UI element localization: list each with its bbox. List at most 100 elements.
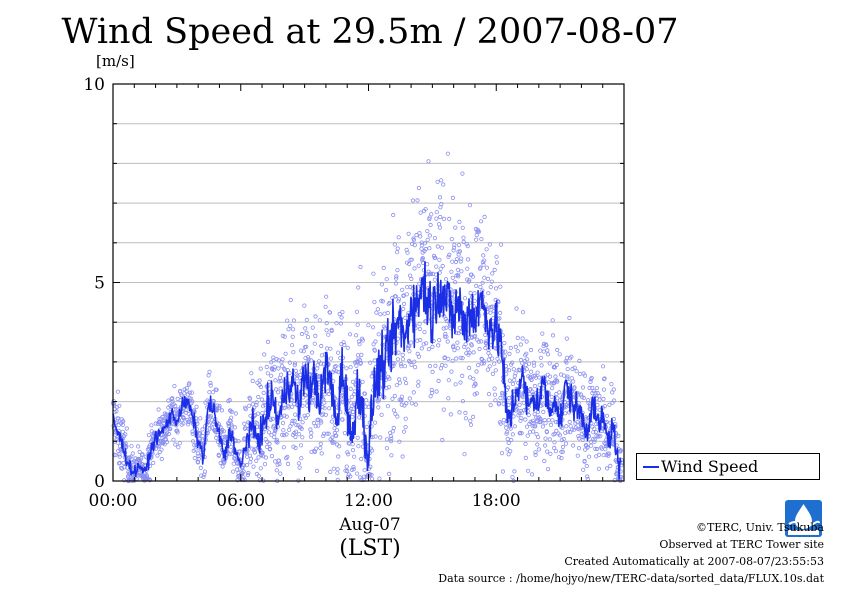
scatter-point	[303, 415, 308, 420]
scatter-point	[236, 439, 241, 444]
scatter-point	[217, 403, 222, 409]
scatter-point	[457, 249, 463, 254]
scatter-point	[233, 411, 238, 416]
scatter-point	[409, 362, 414, 367]
credit-copyright: ©TERC, Univ. Tsukuba	[695, 521, 824, 534]
scatter-point	[269, 453, 274, 459]
scatter-point	[519, 416, 524, 421]
scatter-point	[354, 360, 359, 365]
scatter-point	[350, 379, 355, 384]
scatter-point	[344, 464, 349, 469]
scatter-point	[540, 424, 546, 429]
scatter-point	[608, 463, 613, 468]
scatter-point	[444, 318, 449, 324]
scatter-point	[377, 476, 382, 481]
scatter-point	[331, 466, 336, 471]
scatter-point	[535, 370, 540, 375]
scatter-point	[264, 364, 269, 370]
scatter-point	[117, 452, 122, 457]
scatter-point	[207, 426, 212, 431]
scatter-point	[214, 387, 219, 392]
scatter-point	[450, 358, 455, 363]
scatter-point	[560, 444, 566, 450]
scatter-point	[502, 340, 507, 346]
scatter-point	[372, 299, 377, 305]
scatter-point	[420, 255, 425, 261]
scatter-point	[459, 256, 464, 261]
scatter-point	[378, 435, 383, 440]
scatter-point	[312, 341, 317, 346]
scatter-point	[247, 403, 252, 408]
scatter-point	[159, 456, 164, 462]
scatter-point	[184, 407, 189, 413]
scatter-point	[478, 339, 484, 344]
scatter-point	[426, 159, 431, 164]
scatter-point	[590, 385, 595, 390]
credit-data-source: Data source : /home/hojyo/new/TERC-data/…	[438, 572, 824, 585]
wind-speed-line	[112, 260, 622, 480]
scatter-point	[374, 310, 379, 315]
scatter-point	[293, 412, 298, 417]
scatter-point	[305, 413, 310, 418]
scatter-point	[411, 237, 416, 243]
scatter-point	[436, 343, 441, 348]
scatter-point	[450, 259, 455, 264]
scatter-point	[314, 468, 319, 473]
scatter-point	[334, 369, 339, 374]
scatter-point	[442, 355, 447, 360]
scatter-point	[231, 469, 236, 474]
scatter-point	[416, 185, 421, 191]
scatter-point	[198, 431, 203, 436]
scatter-point	[221, 429, 226, 434]
scatter-point	[291, 318, 296, 323]
scatter-point	[313, 314, 318, 319]
scatter-point	[458, 259, 463, 264]
scatter-point	[299, 348, 304, 353]
scatter-point	[492, 361, 497, 366]
scatter-point	[567, 315, 572, 321]
scatter-point	[547, 374, 553, 379]
scatter-point	[441, 216, 447, 221]
scatter-point	[601, 396, 606, 401]
scatter-point	[163, 437, 169, 442]
scatter-point	[596, 466, 602, 471]
scatter-point	[117, 454, 122, 459]
scatter-point	[326, 391, 331, 397]
scatter-point	[407, 344, 412, 349]
scatter-point	[390, 396, 395, 401]
scatter-point	[473, 237, 479, 242]
scatter-point	[400, 352, 405, 357]
scatter-point	[406, 231, 411, 236]
scatter-point	[137, 449, 142, 454]
x-tick-label: 00:00	[89, 491, 138, 511]
scatter-point	[379, 412, 384, 417]
scatter-point	[553, 374, 558, 379]
scatter-point	[467, 278, 472, 283]
scatter-point	[268, 360, 274, 365]
scatter-point	[481, 358, 486, 364]
scatter-point	[405, 250, 410, 255]
scatter-point	[577, 358, 582, 363]
scatter-point	[299, 331, 305, 337]
scatter-point	[207, 369, 212, 374]
scatter-point	[117, 403, 122, 408]
scatter-point	[272, 434, 277, 440]
scatter-point	[242, 477, 247, 483]
scatter-point	[550, 418, 555, 423]
scatter-point	[387, 376, 392, 381]
scatter-point	[482, 258, 487, 263]
scatter-point	[484, 247, 489, 252]
scatter-point	[298, 443, 304, 448]
scatter-point	[579, 431, 584, 436]
scatter-point	[132, 458, 137, 463]
scatter-point	[411, 390, 416, 395]
scatter-point	[173, 403, 178, 408]
scatter-point	[321, 433, 326, 439]
scatter-point	[389, 453, 394, 458]
scatter-point	[458, 355, 463, 360]
credit-created: Created Automatically at 2007-08-07/23:5…	[564, 555, 824, 568]
scatter-point	[290, 334, 295, 339]
scatter-point	[435, 179, 440, 184]
scatter-point	[550, 318, 555, 323]
scatter-point	[196, 453, 201, 459]
